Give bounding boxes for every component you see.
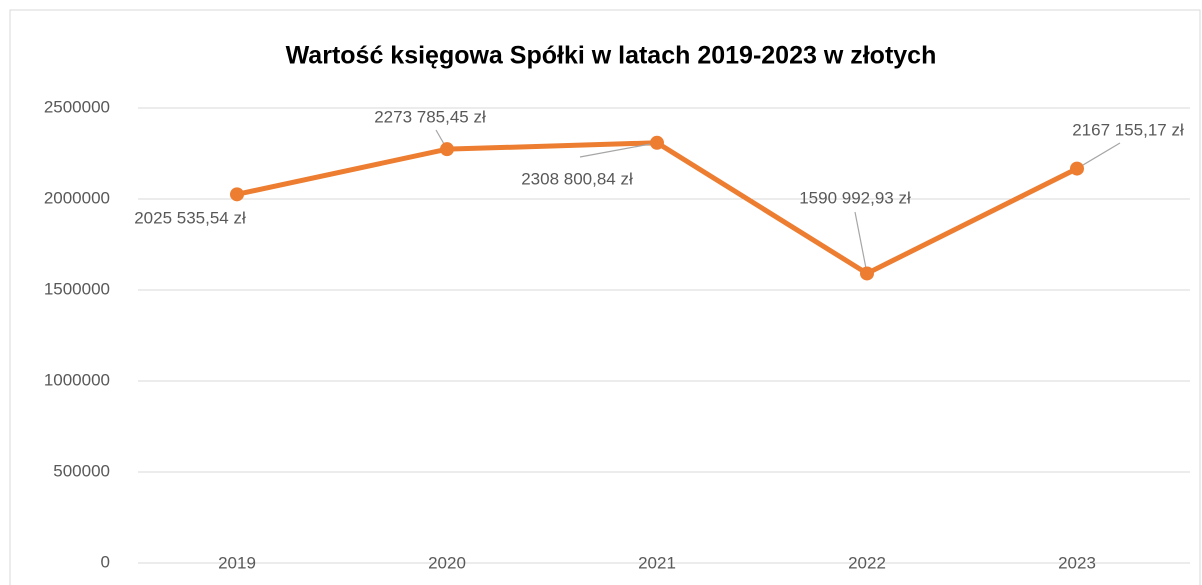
y-tick-label: 2500000 [44, 97, 110, 116]
leader-line [1076, 142, 1121, 170]
x-tick-label: 2020 [428, 553, 466, 572]
x-tick-label: 2022 [848, 553, 886, 572]
data-point [650, 135, 664, 150]
chart-border [9, 9, 1201, 585]
data-point [860, 266, 874, 281]
y-tick-label: 1500000 [44, 279, 110, 298]
data-label: 2025 535,54 zł [134, 208, 246, 227]
leader-line [579, 142, 658, 158]
data-point [1070, 161, 1084, 176]
y-tick-label: 0 [101, 552, 110, 571]
chart-title: Wartość księgowa Spółki w latach 2019-20… [286, 42, 937, 70]
data-label: 2308 800,84 zł [521, 169, 633, 188]
x-tick-label: 2019 [218, 553, 256, 572]
data-point [230, 187, 244, 202]
data-point [440, 142, 454, 157]
y-tick-label: 2000000 [44, 188, 110, 207]
y-tick-label: 500000 [53, 461, 110, 480]
x-tick-label: 2021 [638, 553, 676, 572]
y-tick-label: 1000000 [44, 370, 110, 389]
x-tick-label: 2023 [1058, 553, 1096, 572]
data-label: 2273 785,45 zł [374, 107, 486, 126]
data-label: 1590 992,93 zł [799, 188, 911, 207]
data-label: 2167 155,17 zł [1072, 120, 1184, 139]
leader-line [854, 211, 868, 274]
